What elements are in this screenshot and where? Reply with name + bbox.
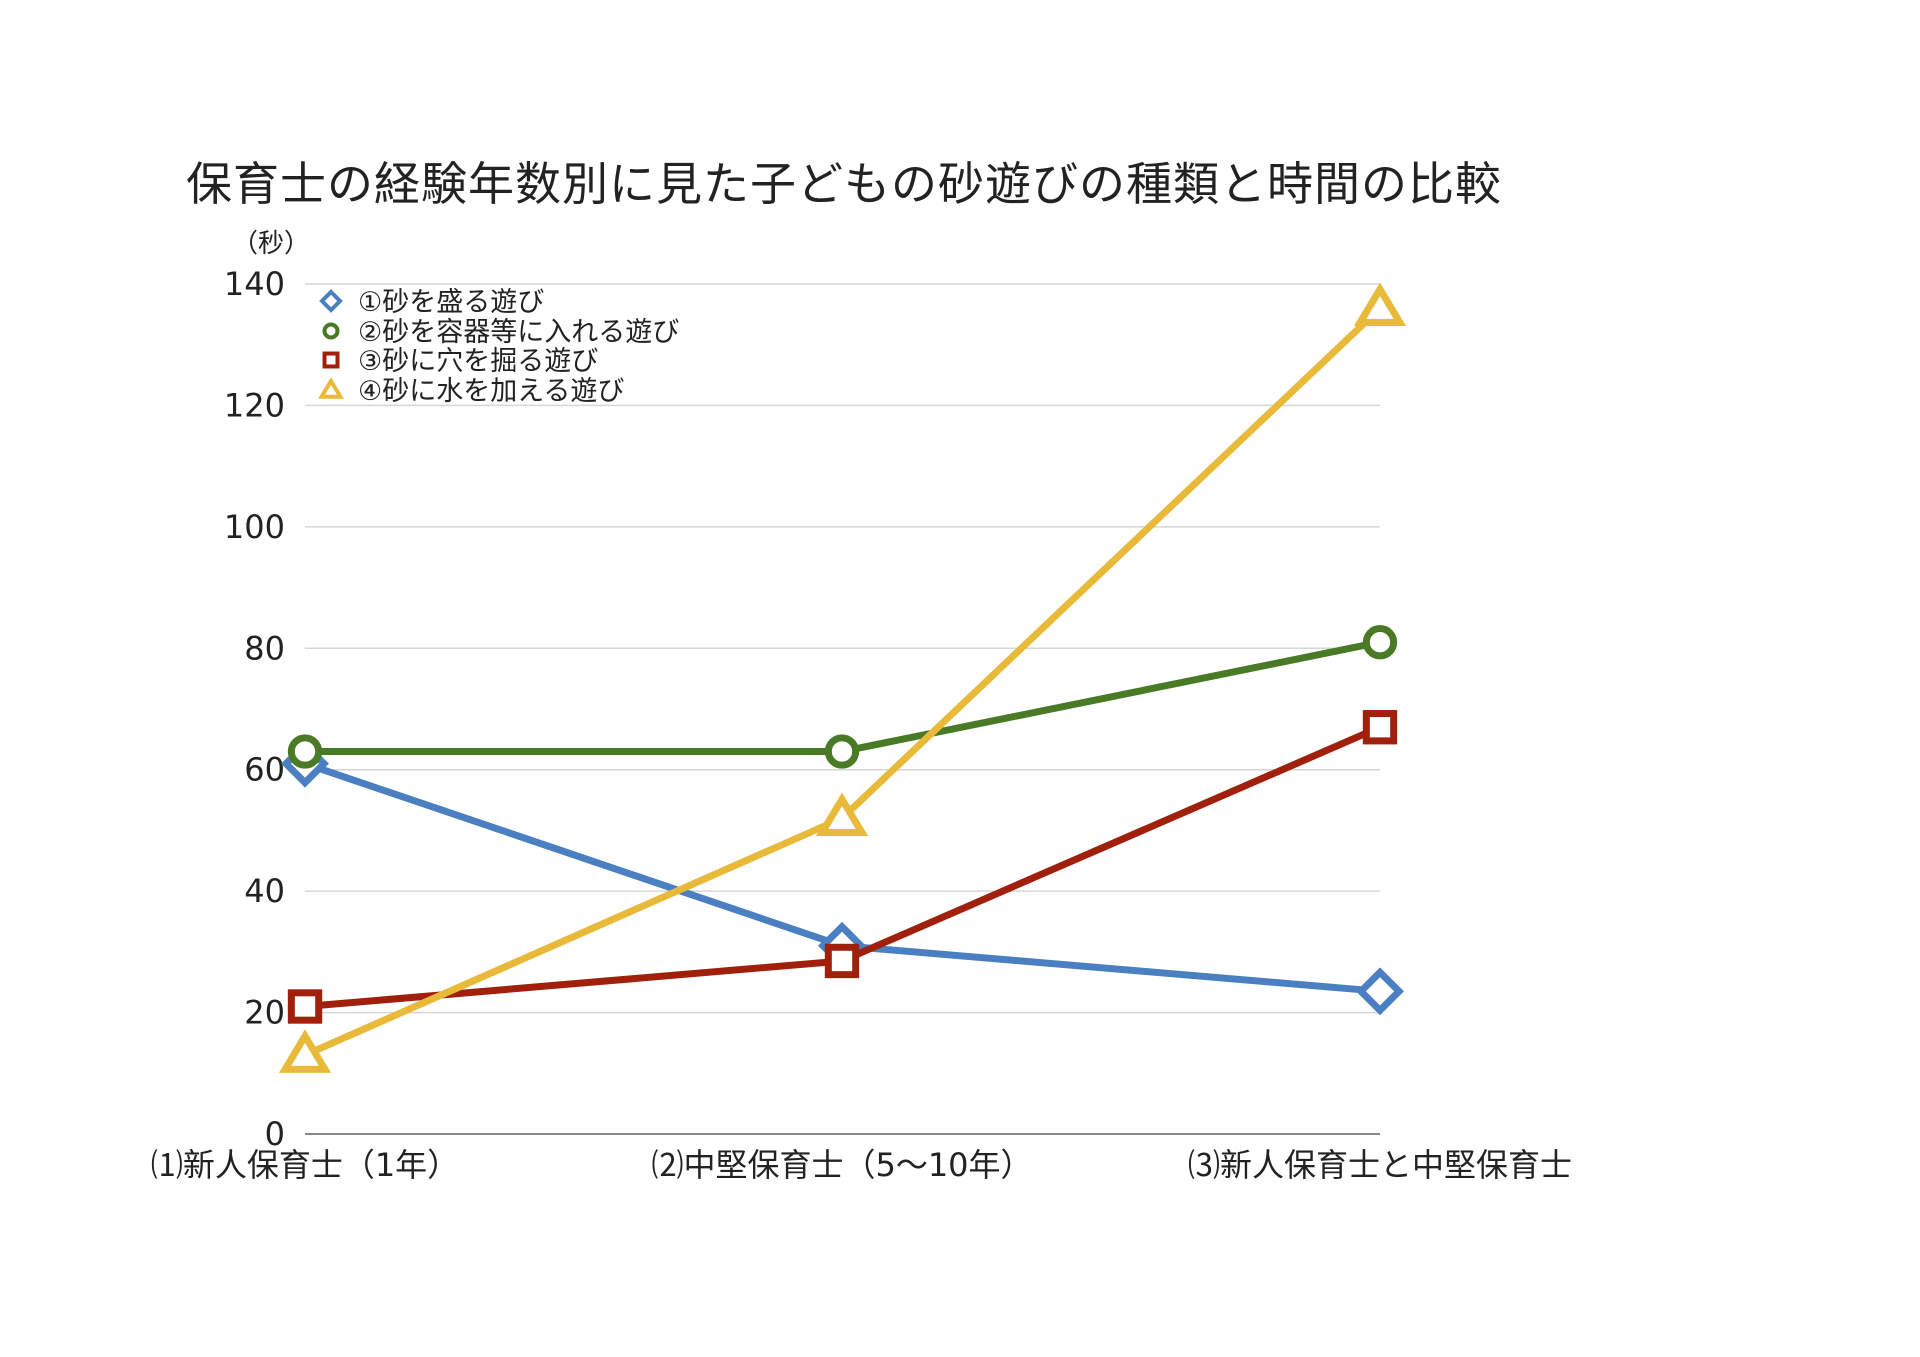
y-tick-label: 0 (265, 1115, 285, 1153)
legend-marker-diamond (319, 289, 343, 313)
legend-label: ②砂を容器等に入れる遊び (358, 317, 679, 348)
x-axis-categories: ⑴新人保育士（1年） ⑵中堅保育士（5〜10年） ⑶新人保育士と中堅保育士 (151, 1146, 1572, 1184)
data-point-square (1362, 710, 1398, 745)
series-group (278, 282, 1407, 1073)
legend-item: ④砂に水を加える遊び (318, 376, 624, 407)
legend-label: ③砂に穴を掘る遊び (358, 346, 598, 377)
y-tick-label: 60 (244, 751, 285, 789)
chart-title: 保育士の経験年数別に見た子どもの砂遊びの種類と時間の比較 (186, 157, 1502, 211)
data-point-circle (1362, 625, 1398, 660)
legend-marker-circle (322, 322, 340, 340)
data-point-triangle (815, 792, 869, 837)
legend-item: ③砂に穴を掘る遊び (322, 346, 598, 377)
y-tick-label: 100 (224, 508, 285, 546)
data-point-square (824, 943, 860, 979)
y-tick-label: 40 (244, 872, 285, 910)
data-point-diamond (1356, 967, 1404, 1016)
legend-marker-triangle (318, 377, 344, 399)
legend-item: ②砂を容器等に入れる遊び (322, 317, 679, 348)
y-axis-ticks: 0 20 40 60 80 100 120 140 (224, 265, 285, 1153)
data-point-triangle (278, 1029, 332, 1073)
series-3 (287, 710, 1398, 1024)
data-point-circle (824, 734, 860, 769)
x-category-label: ⑵中堅保育士（5〜10年） (651, 1146, 1032, 1184)
series-4 (278, 282, 1407, 1073)
legend-marker-square (322, 351, 340, 369)
data-point-circle (287, 734, 323, 769)
data-point-triangle (1353, 282, 1407, 327)
legend-item: ①砂を盛る遊び (319, 287, 544, 318)
data-point-square (287, 989, 323, 1024)
x-category-label: ⑶新人保育士と中堅保育士 (1188, 1146, 1572, 1184)
legend-label: ①砂を盛る遊び (358, 287, 544, 318)
x-category-label: ⑴新人保育士（1年） (151, 1146, 459, 1184)
y-axis-unit-label: （秒） (232, 229, 310, 259)
series-2 (287, 625, 1398, 769)
gridlines (305, 283, 1380, 1135)
legend-label: ④砂に水を加える遊び (358, 376, 624, 407)
y-tick-label: 140 (224, 265, 285, 303)
y-tick-label: 20 (244, 994, 285, 1032)
y-tick-label: 120 (224, 386, 285, 424)
y-tick-label: 80 (244, 629, 285, 667)
